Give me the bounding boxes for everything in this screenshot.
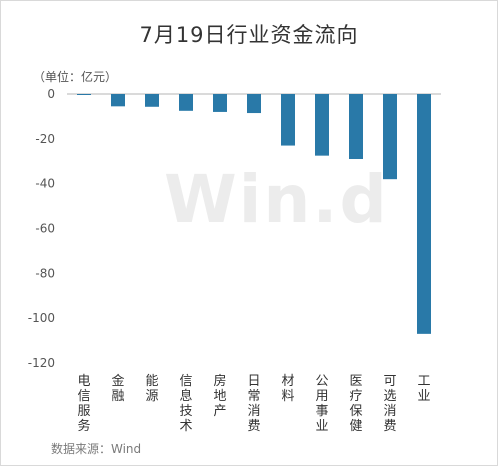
bar-9 bbox=[349, 94, 363, 160]
bar-4 bbox=[179, 94, 193, 111]
bar-6 bbox=[247, 94, 261, 114]
source-note: 数据来源：Wind bbox=[51, 442, 142, 456]
x-category-label: 房地产 bbox=[213, 373, 226, 419]
x-category-label: 工业 bbox=[417, 374, 430, 404]
y-tick-label: -120 bbox=[28, 356, 55, 370]
chart-title: 7月19日行业资金流向 bbox=[139, 23, 359, 47]
bar-7 bbox=[281, 94, 295, 146]
x-category-label: 信息技术 bbox=[179, 374, 192, 434]
bar-3 bbox=[145, 94, 159, 107]
x-category-label: 医疗保健 bbox=[349, 374, 362, 434]
x-category-label: 金融 bbox=[111, 373, 124, 404]
x-category-label: 电信服务 bbox=[77, 374, 90, 434]
x-category-label: 材料 bbox=[281, 374, 294, 404]
bar-5 bbox=[213, 94, 227, 112]
bar-10 bbox=[383, 94, 397, 180]
y-tick-label: 0 bbox=[47, 87, 55, 101]
y-tick-label: -20 bbox=[35, 132, 55, 146]
y-tick-label: -100 bbox=[28, 311, 55, 325]
bar-11 bbox=[417, 94, 431, 334]
x-category-label: 日常消费 bbox=[247, 374, 260, 434]
bar-2 bbox=[111, 94, 125, 107]
x-category-label: 可选消费 bbox=[383, 374, 396, 434]
x-category-label: 公用事业 bbox=[315, 374, 328, 434]
y-tick-label: -40 bbox=[35, 177, 55, 191]
unit-label: （单位：亿元） bbox=[33, 70, 118, 84]
y-tick-label: -60 bbox=[35, 222, 55, 236]
bar-8 bbox=[315, 94, 329, 156]
y-tick-label: -80 bbox=[35, 266, 55, 280]
bar-1 bbox=[77, 94, 91, 95]
x-category-label: 能源 bbox=[145, 374, 158, 404]
